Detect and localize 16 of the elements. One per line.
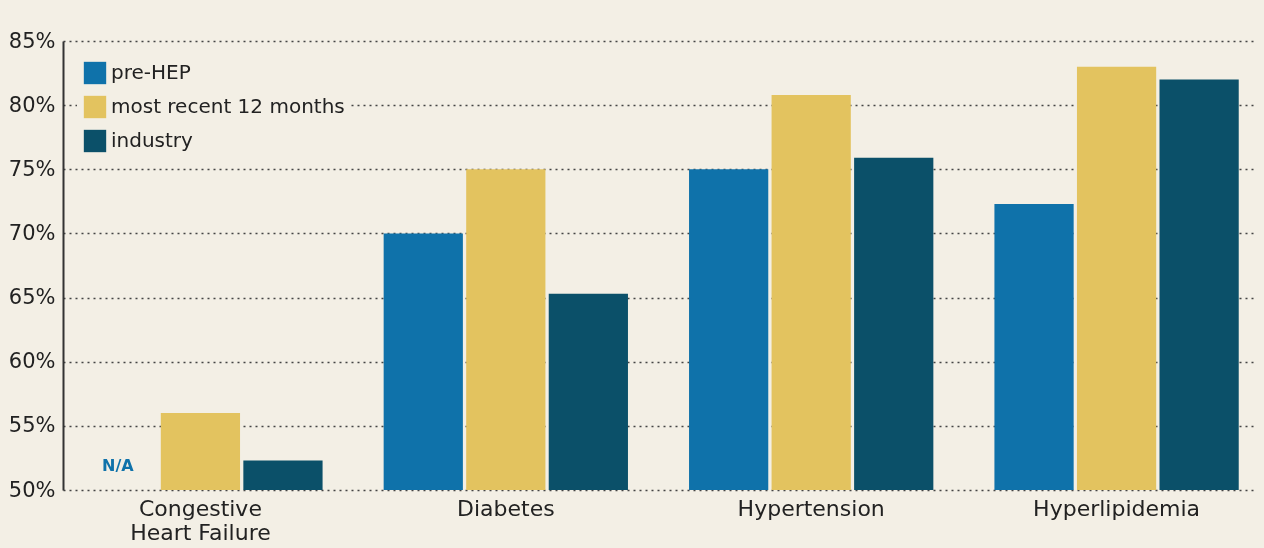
x-tick-label: Congestive Heart Failure — [130, 495, 271, 545]
x-tick-label: Hypertension — [737, 495, 885, 521]
y-tick-label: 60% — [8, 349, 56, 374]
y-tick-label: 85% — [8, 28, 56, 53]
y-tick-label: 70% — [8, 220, 56, 245]
x-tick-label: Diabetes — [456, 495, 555, 521]
y-tick-label: 65% — [8, 285, 56, 310]
legend-label: industry — [111, 128, 194, 152]
legend-label: pre-HEP — [111, 60, 191, 84]
y-tick-label: 55% — [8, 413, 56, 438]
x-tick-label: Hyperlipidemia — [1033, 495, 1201, 521]
annotation: N/A — [102, 456, 135, 475]
legend-label: most recent 12 months — [111, 94, 345, 118]
y-tick-label: 80% — [8, 92, 56, 117]
y-tick-label: 75% — [8, 156, 56, 181]
y-tick-label: 50% — [8, 477, 56, 502]
